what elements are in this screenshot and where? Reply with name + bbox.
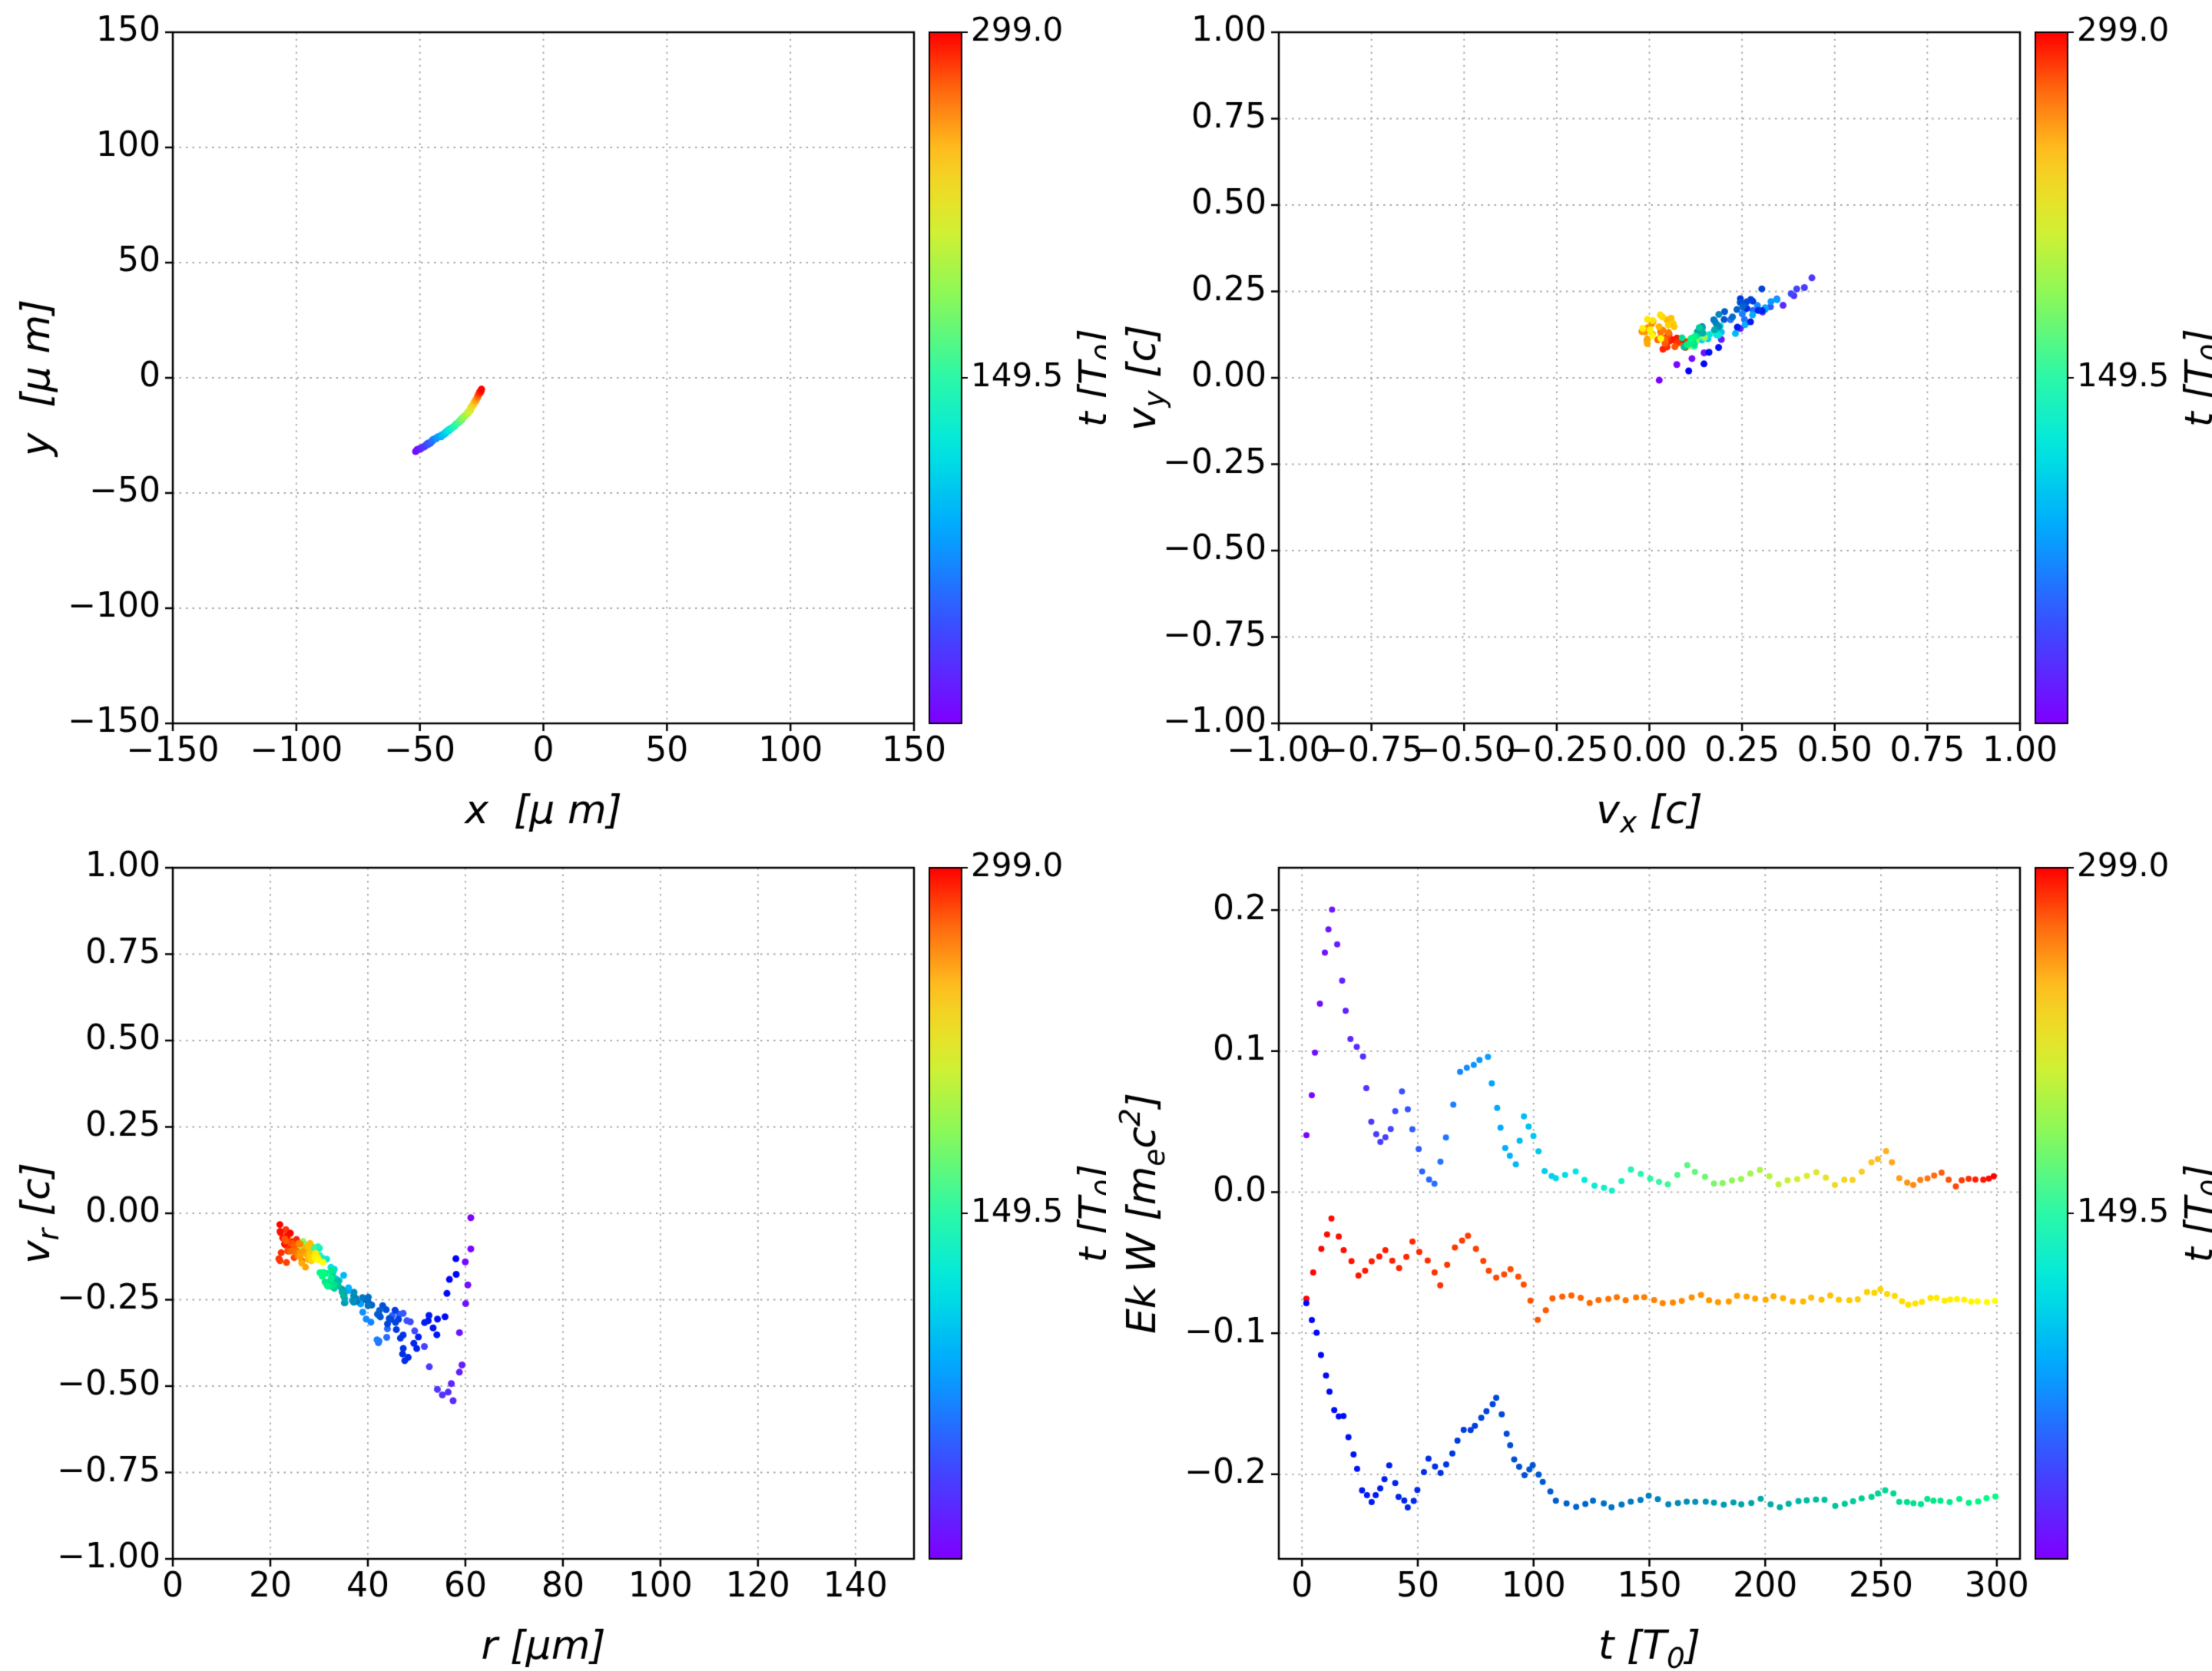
subplot-r-vr — [0, 836, 1106, 1671]
subplot-vx-vy — [1106, 0, 2212, 836]
plot-ekw-vs-t — [1106, 836, 2212, 1671]
plot-r-vr — [0, 836, 1106, 1671]
subplot-xy-trajectory — [0, 0, 1106, 836]
subplot-ekw-vs-t — [1106, 836, 2212, 1671]
plot-xy-trajectory — [0, 0, 1106, 836]
plot-vx-vy — [1106, 0, 2212, 836]
